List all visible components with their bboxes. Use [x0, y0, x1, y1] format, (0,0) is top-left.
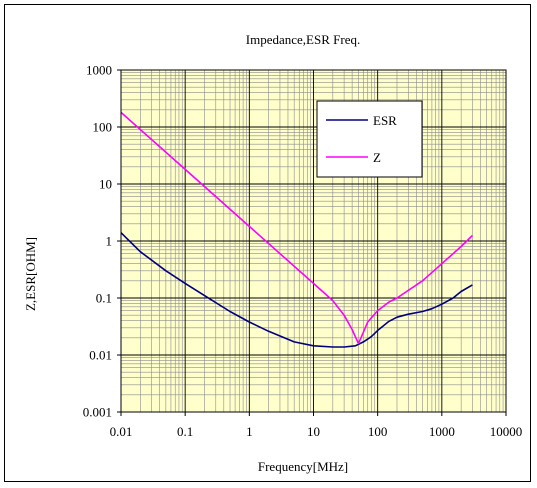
- impedance-chart: Impedance,ESR Freq. 0.01 0.1 1 10 100 1000 100…: [23, 32, 523, 474]
- series-line-esr: [120, 232, 473, 348]
- y-tick-label: 1000: [86, 63, 112, 78]
- y-tick-label: 0.01: [89, 348, 112, 363]
- legend-label-z: Z: [373, 150, 381, 165]
- series-line-z: [120, 111, 473, 345]
- chart-title: Impedance,ESR Freq.: [246, 32, 360, 47]
- legend: ESR Z: [316, 100, 423, 178]
- y-axis-label: Z,ESR[OHM]: [23, 237, 38, 311]
- y-tick-label: 1: [106, 234, 113, 249]
- x-tick-label: 0.1: [177, 424, 193, 439]
- x-tick-label: 100: [368, 424, 388, 439]
- x-axis-label: Frequency[MHz]: [258, 459, 348, 474]
- chart-frame: Impedance,ESR Freq. 0.01 0.1 1 10 100 1000 100…: [4, 4, 531, 482]
- y-tick-label: 0.001: [83, 405, 112, 420]
- x-tick-label: 10000: [490, 424, 523, 439]
- y-tick-label: 10: [99, 177, 112, 192]
- x-tick-label: 0.01: [110, 424, 133, 439]
- legend-label-esr: ESR: [373, 113, 397, 128]
- x-tick-label: 10: [307, 424, 320, 439]
- x-tick-label: 1000: [429, 424, 455, 439]
- y-tick-label: 100: [93, 120, 113, 135]
- x-tick-label: 1: [246, 424, 253, 439]
- legend-box: [316, 100, 423, 178]
- y-tick-label: 0.1: [96, 291, 112, 306]
